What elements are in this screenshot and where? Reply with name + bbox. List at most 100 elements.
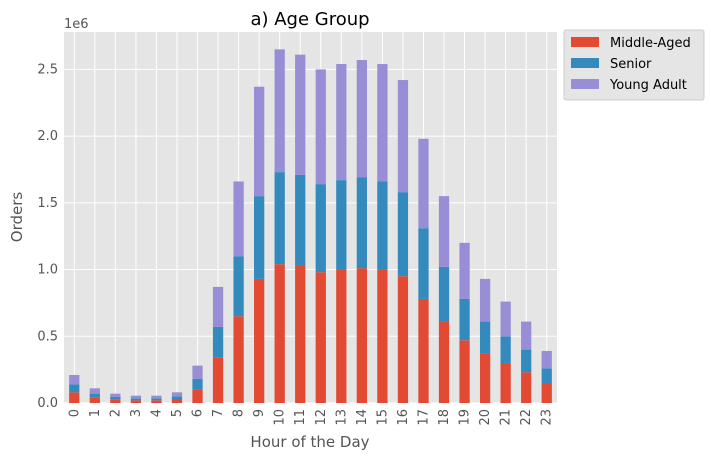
bar-middle-aged-hour-9 [254,278,265,403]
legend-label: Middle-Aged [610,36,691,51]
x-tick-label: 4 [149,409,164,417]
y-tick-label: 1.0 [37,263,58,278]
bar-middle-aged-hour-2 [110,399,121,403]
x-tick-label: 10 [273,409,288,426]
y-tick-label: 2.5 [37,62,58,77]
bars [69,49,552,403]
bar-young-adult-hour-20 [479,278,491,322]
bar-middle-aged-hour-0 [69,392,80,403]
bar-senior-hour-16 [397,192,409,277]
x-tick-label: 1 [88,409,103,417]
bar-young-adult-hour-14 [356,60,367,178]
bar-young-adult-hour-23 [541,350,552,369]
y-offset-text: 1e6 [64,17,89,32]
plot-background [64,32,557,403]
bar-young-adult-hour-22 [521,321,532,350]
legend-label: Senior [610,57,652,72]
bar-middle-aged-hour-3 [130,400,142,403]
legend-label: Young Adult [609,78,687,93]
x-tick-label: 12 [314,409,329,426]
x-tick-label: 8 [232,409,247,417]
bar-middle-aged-hour-16 [397,276,409,403]
bar-senior-hour-23 [541,368,552,383]
bar-middle-aged-hour-18 [438,321,450,403]
x-tick-label: 17 [416,409,431,426]
legend-swatch [571,79,599,89]
bar-middle-aged-hour-20 [479,353,491,403]
bar-senior-hour-5 [171,396,183,399]
bar-senior-hour-3 [130,398,142,401]
bar-senior-hour-11 [295,174,306,266]
bar-middle-aged-hour-10 [274,264,285,403]
bar-young-adult-hour-5 [171,392,183,397]
x-tick-label: 11 [293,409,308,426]
bar-young-adult-hour-3 [130,395,142,399]
y-tick-label: 0.0 [37,396,58,411]
bar-senior-hour-13 [336,180,347,270]
legend-swatch [571,37,599,47]
bar-young-adult-hour-18 [438,196,450,267]
bar-senior-hour-14 [356,177,367,269]
bar-middle-aged-hour-1 [89,397,100,403]
x-tick-label: 20 [478,409,493,426]
bar-young-adult-hour-1 [89,388,100,394]
bar-young-adult-hour-0 [69,374,80,385]
bar-senior-hour-20 [479,321,491,354]
bar-middle-aged-hour-8 [233,316,244,403]
x-tick-label: 5 [170,409,185,417]
x-axis-label: Hour of the Day [250,433,369,451]
bar-young-adult-hour-11 [295,54,306,175]
y-tick-label: 0.5 [37,329,58,344]
x-tick-label: 19 [458,409,473,426]
x-tick-label: 13 [334,409,349,426]
bar-senior-hour-21 [500,336,511,363]
bar-middle-aged-hour-22 [521,372,532,403]
bar-middle-aged-hour-17 [418,298,429,403]
bar-middle-aged-hour-11 [295,265,306,403]
x-tick-label: 9 [252,409,267,417]
bar-young-adult-hour-12 [315,69,326,185]
x-tick-label: 22 [519,409,534,426]
bar-middle-aged-hour-14 [356,268,367,403]
legend: Middle-Aged Senior Young Adult [563,29,705,101]
x-tick-labels: 0 1 2 3 4 5 6 7 8 9 10 11 12 13 14 15 16 17 18 19 20 21 22 23 [67,409,554,426]
bar-young-adult-hour-8 [233,181,244,257]
bar-senior-hour-12 [315,184,326,273]
bar-senior-hour-10 [274,172,285,265]
bar-senior-hour-0 [69,384,80,393]
y-tick-labels: 0.0 0.5 1.0 1.5 2.0 2.5 [37,62,58,411]
x-tick-label: 3 [129,409,144,417]
bar-middle-aged-hour-19 [459,340,470,403]
legend-items: Middle-Aged Senior Young Adult [571,36,691,93]
x-tick-label: 23 [540,409,555,426]
x-tick-label: 2 [108,409,123,417]
bar-senior-hour-2 [110,396,121,400]
bar-young-adult-hour-4 [151,395,162,399]
bar-young-adult-hour-19 [459,242,470,299]
x-tick-label: 16 [396,409,411,426]
x-tick-label: 6 [191,409,206,417]
x-tick-label: 7 [211,409,226,417]
bar-senior-hour-22 [521,349,532,373]
legend-swatch [571,58,599,68]
bar-young-adult-hour-17 [418,138,429,229]
bar-young-adult-hour-6 [192,365,203,379]
bar-middle-aged-hour-21 [500,362,511,403]
bar-middle-aged-hour-6 [192,389,203,403]
bar-young-adult-hour-15 [377,64,388,182]
bar-young-adult-hour-7 [212,286,224,327]
bar-senior-hour-19 [459,298,470,341]
bar-young-adult-hour-13 [336,64,347,181]
bar-senior-hour-4 [151,398,162,401]
bar-young-adult-hour-10 [274,49,285,173]
y-tick-label: 1.5 [37,196,58,211]
x-tick-label: 18 [437,409,452,426]
bar-middle-aged-hour-13 [336,269,347,403]
bar-middle-aged-hour-5 [171,398,183,403]
bar-senior-hour-9 [254,196,265,279]
bar-middle-aged-hour-4 [151,400,162,403]
bar-young-adult-hour-16 [397,80,409,193]
bar-young-adult-hour-2 [110,393,121,397]
bar-senior-hour-17 [418,228,429,299]
